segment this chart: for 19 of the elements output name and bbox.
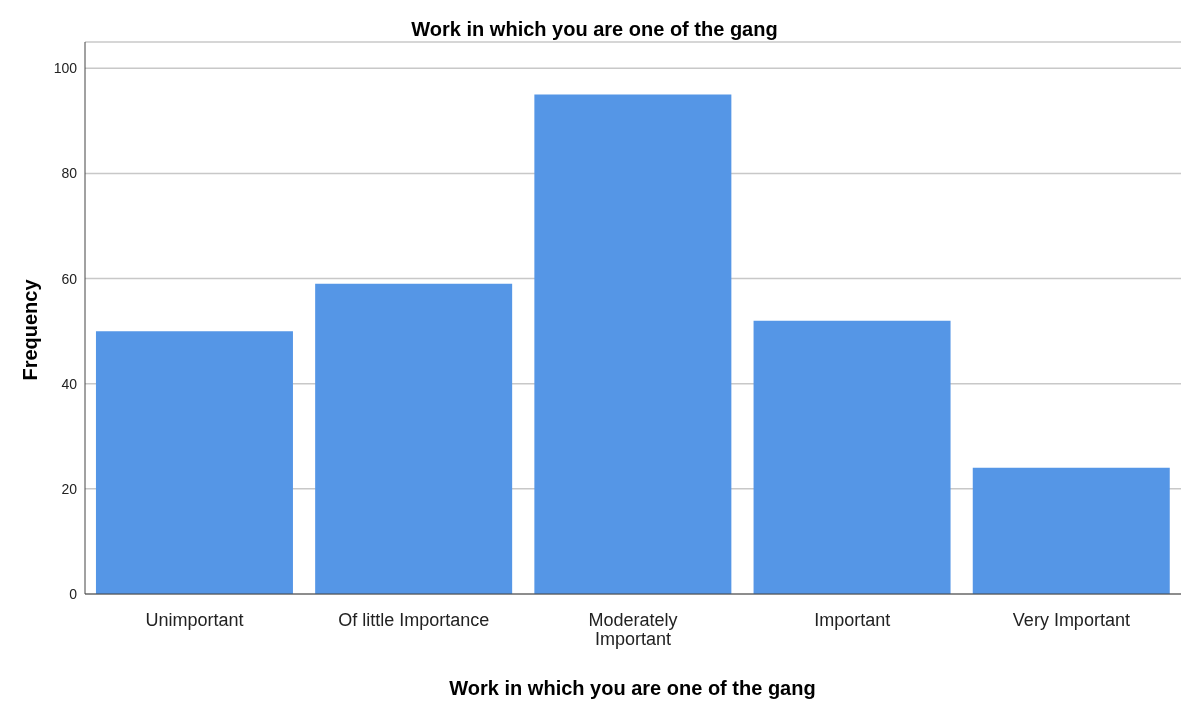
y-tick-label: 20 — [61, 480, 78, 497]
y-tick-label: 60 — [61, 270, 78, 287]
bar — [972, 467, 1170, 594]
y-tick-label: 80 — [61, 165, 78, 182]
x-tick-label: Of little Importance — [338, 610, 490, 630]
x-axis-title: Work in which you are one of the gang — [448, 676, 817, 700]
x-tick-label: Unimportant — [145, 610, 244, 630]
bar — [315, 283, 513, 594]
y-tick-label: 0 — [69, 585, 78, 602]
y-axis-title: Frequency — [18, 279, 42, 381]
y-tick-label: 40 — [61, 375, 78, 392]
y-tick-label: 100 — [53, 60, 78, 77]
bar — [95, 331, 293, 594]
bar — [534, 94, 732, 594]
chart-title: Work in which you are one of the gang — [410, 18, 779, 41]
x-tick-label: Very Important — [1012, 610, 1130, 630]
x-tick-label: Moderately Important — [588, 610, 678, 649]
bar — [753, 320, 951, 594]
x-tick-label: Important — [814, 610, 891, 630]
